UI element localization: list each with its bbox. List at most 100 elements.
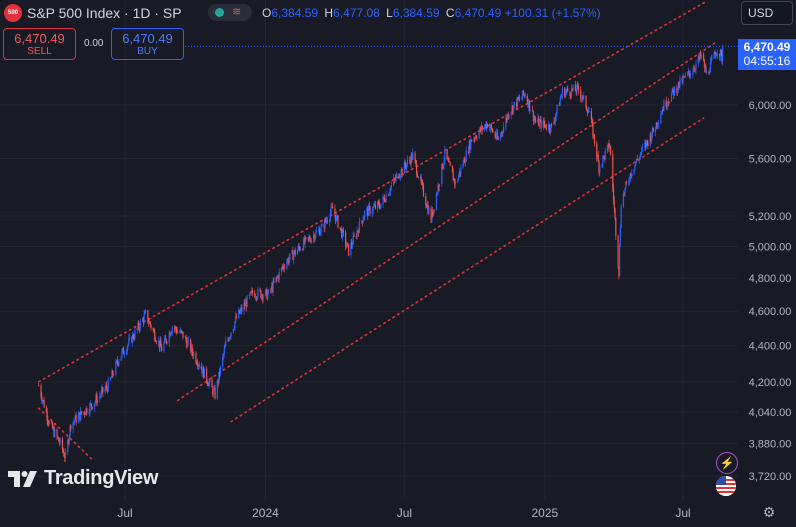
candle: [379, 202, 381, 210]
candle-body: [577, 85, 580, 91]
candle: [663, 98, 665, 113]
tradingview-logo[interactable]: TradingView: [8, 467, 158, 490]
candle-body: [53, 427, 55, 437]
candle: [352, 231, 354, 246]
candle-body: [522, 90, 524, 98]
candle-body: [305, 237, 307, 239]
candle-body: [180, 330, 182, 333]
currency-selector[interactable]: USD: [741, 1, 793, 25]
candle-body: [79, 412, 81, 420]
candle: [251, 286, 253, 296]
candle: [406, 163, 408, 171]
candle-body: [703, 60, 705, 68]
candle: [668, 100, 670, 105]
candle: [394, 174, 396, 182]
candle: [464, 159, 467, 167]
candle-body: [297, 246, 299, 250]
candle: [635, 158, 638, 164]
candle: [631, 169, 633, 180]
candle-body: [195, 353, 197, 363]
candle: [288, 254, 290, 267]
candle-body: [538, 121, 541, 127]
candle-body: [586, 110, 589, 114]
candle-body: [433, 209, 435, 211]
candle-body: [457, 175, 460, 180]
candle: [296, 248, 299, 255]
candle: [325, 216, 328, 225]
candle: [320, 223, 322, 237]
candle: [73, 417, 75, 425]
candle-body: [714, 52, 716, 55]
candle: [361, 219, 363, 225]
candle-body: [377, 201, 379, 209]
candle: [264, 289, 267, 297]
candle: [674, 85, 676, 96]
candle-body: [425, 196, 427, 205]
y-tick-label: 6,000.00: [749, 100, 792, 112]
candle: [513, 101, 515, 109]
high-key: H: [324, 6, 334, 20]
candle-body: [353, 235, 355, 237]
upper-channel[interactable]: [37, 1, 706, 383]
flash-icon[interactable]: ⚡: [716, 452, 738, 474]
candle-body: [152, 328, 154, 331]
candle: [219, 365, 222, 377]
candle-body: [448, 159, 450, 163]
candle: [681, 75, 683, 85]
candle: [282, 265, 284, 273]
candle: [286, 258, 288, 271]
candle-body: [222, 356, 224, 367]
middle-channel[interactable]: [176, 42, 716, 402]
candle: [427, 200, 429, 216]
candle-body: [345, 245, 347, 247]
candle: [411, 152, 413, 163]
candle-body: [464, 158, 466, 163]
candle-body: [160, 340, 162, 347]
candle: [497, 136, 499, 141]
close-value: 6,470.49 +100.31 (+1.57%): [454, 6, 601, 20]
lower-channel[interactable]: [230, 117, 705, 423]
candle: [160, 336, 162, 347]
us-flag-icon[interactable]: [716, 476, 736, 496]
candle-body: [676, 87, 678, 93]
candle: [692, 67, 694, 79]
candle: [609, 142, 611, 150]
candle-body: [582, 95, 584, 99]
candle: [240, 304, 242, 315]
candle: [230, 332, 232, 340]
candle: [340, 228, 342, 233]
candle: [641, 146, 643, 156]
gear-icon[interactable]: ⚙: [762, 504, 776, 520]
x-tick-label: Jul: [117, 506, 132, 520]
candle: [425, 192, 427, 209]
candle: [331, 203, 333, 208]
candle: [393, 177, 396, 184]
market-status[interactable]: ≋: [208, 4, 252, 21]
y-tick-label: 4,400.00: [749, 341, 792, 353]
candle: [374, 201, 376, 207]
buy-button[interactable]: 6,470.49 BUY: [111, 28, 184, 60]
candle-body: [693, 68, 695, 72]
candle-body: [351, 244, 354, 246]
symbol-title[interactable]: S&P 500 Index · 1D · SP: [27, 5, 182, 21]
candle-body: [716, 53, 718, 55]
candle: [625, 180, 628, 185]
candle: [152, 327, 154, 334]
candle: [200, 362, 202, 370]
x-axis: Jul 2024 Jul 2025 Jul: [117, 506, 690, 520]
candle-body: [668, 101, 670, 103]
candle-body: [165, 339, 167, 343]
candle-body: [505, 117, 507, 127]
candle: [176, 327, 178, 335]
candle-body: [186, 341, 189, 348]
candle: [95, 392, 97, 404]
candle: [64, 452, 66, 462]
candle: [607, 143, 609, 149]
candle: [468, 139, 470, 158]
candle: [353, 232, 355, 237]
candle: [426, 200, 428, 210]
candle: [361, 220, 363, 227]
sell-button[interactable]: 6,470.49 SELL: [3, 28, 76, 60]
candle-body: [513, 102, 515, 106]
